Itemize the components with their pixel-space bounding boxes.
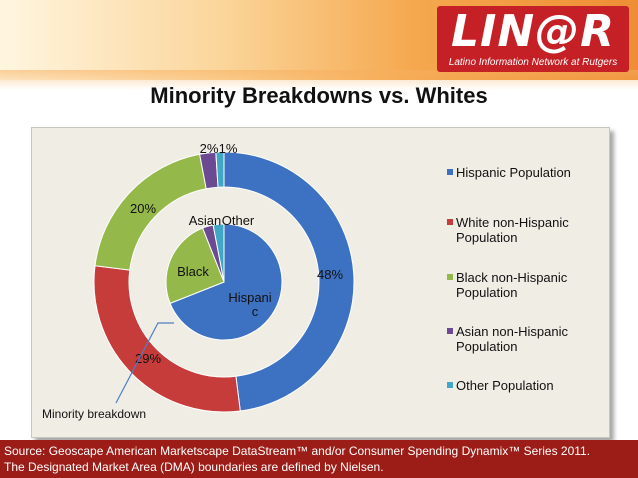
linar-logo: LIN@R Latino Information Network at Rutg… [437, 6, 629, 72]
header-fade [0, 70, 638, 90]
legend-label-other: Other Population [456, 378, 554, 393]
outer-label-black-non-hispanic-population: 20% [130, 201, 156, 216]
inner-label-other: Other [222, 213, 255, 228]
logo-wordmark: LIN@R [450, 6, 616, 57]
annotation-label: Minority breakdown [42, 407, 146, 421]
outer-label-asian-non-hispanic-population: 2% [200, 141, 219, 156]
legend-swatch-other [447, 382, 453, 388]
footer-dma-line: The Designated Market Area (DMA) boundar… [4, 460, 384, 474]
footer-band: Source: Geoscape American Marketscape Da… [0, 440, 638, 478]
inner-label-asian: Asian [189, 213, 222, 228]
legend-swatch-hispanic [447, 169, 453, 175]
legend-swatch-white [447, 219, 453, 225]
outer-slice-other-population [215, 151, 225, 188]
legend-label-asian: Asian non-Hispanic Population [456, 324, 569, 354]
legend-swatch-black [447, 274, 453, 280]
outer-label-other-population: 1% [219, 141, 238, 156]
annotation-leader-line [115, 322, 174, 404]
slide-title: Minority Breakdowns vs. Whites [150, 83, 488, 108]
legend-swatch-asian [447, 328, 453, 334]
outer-label-hispanic-population: 48% [317, 267, 343, 282]
legend-label-black: Black non-Hispanic Population [456, 270, 568, 300]
footer-source-line: Source: Geoscape American Marketscape Da… [4, 444, 591, 458]
inner-label-black: Black [177, 264, 209, 279]
inner-slice-hispanic [169, 223, 283, 341]
legend-label-white: White non-Hispanic Population [456, 215, 569, 245]
logo-subtitle: Latino Information Network at Rutgers [448, 57, 618, 68]
inner-slice-other [212, 223, 225, 283]
inner-slice-black [165, 227, 225, 305]
legend-label-hispanic: Hispanic Population [456, 165, 571, 180]
outer-slice-hispanic-population [223, 151, 355, 412]
